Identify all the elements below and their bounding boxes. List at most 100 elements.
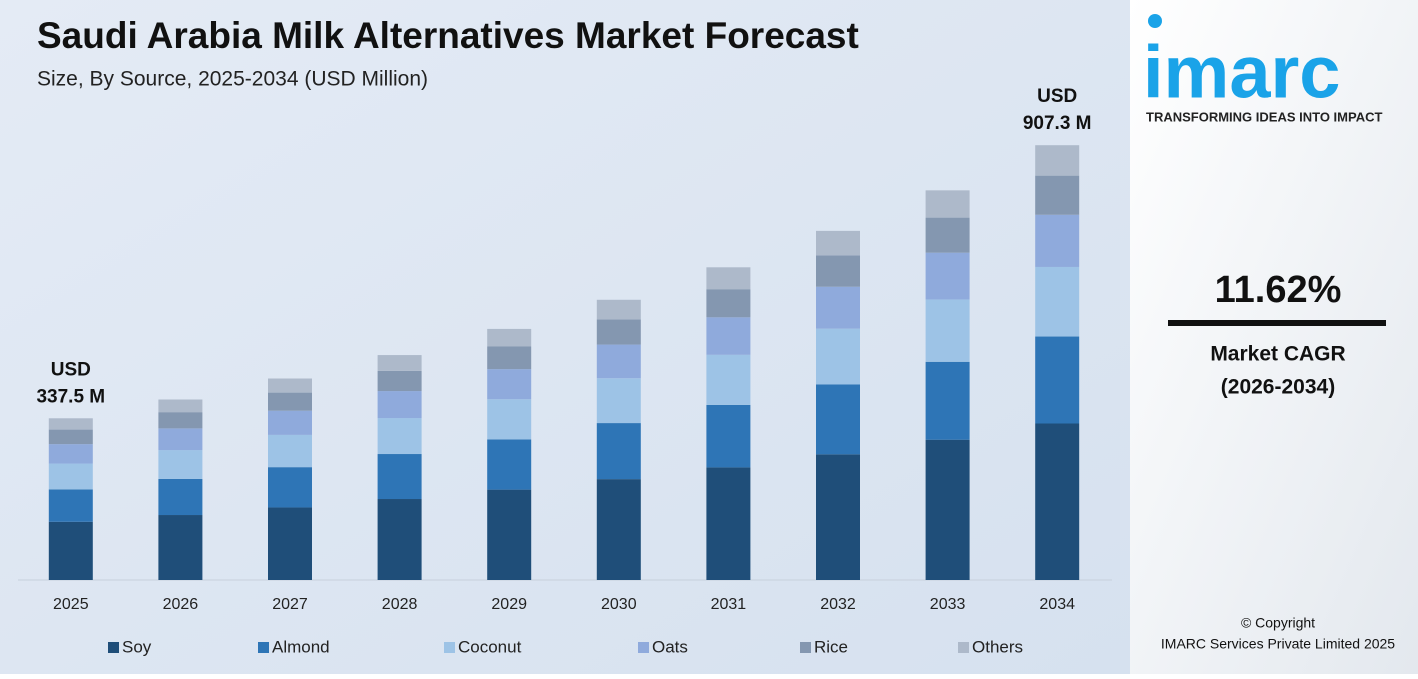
bar-segment	[1035, 145, 1080, 176]
total-label: 907.3 M	[1023, 113, 1092, 134]
legend: Soy Almond Coconut Oats Rice Others	[108, 637, 1023, 656]
bar-segment	[706, 267, 751, 290]
side-panel	[1130, 0, 1418, 674]
bar-segment	[596, 344, 641, 379]
bar-segment	[268, 467, 312, 508]
bar-segment	[925, 217, 970, 253]
legend-swatch	[108, 642, 119, 653]
total-label: 337.5 M	[36, 386, 105, 407]
bar-segment	[377, 499, 422, 580]
bar-segment	[377, 355, 422, 371]
bar-segment	[816, 384, 860, 455]
x-tick-label: 2027	[272, 596, 308, 613]
company: IMARC Services Private Limited 2025	[1161, 636, 1395, 652]
bar-segment	[158, 399, 203, 413]
bar-segment	[706, 404, 751, 468]
bar-segment	[48, 489, 93, 522]
bar-segment	[377, 454, 422, 500]
bar-segment	[487, 346, 532, 370]
bar-segment	[158, 515, 203, 580]
total-label: USD	[1037, 86, 1077, 107]
legend-swatch	[800, 642, 811, 653]
bar-segment	[487, 439, 532, 490]
bar-segment	[925, 190, 970, 218]
bar-segment	[706, 289, 751, 318]
bar-segment	[268, 434, 312, 468]
bar-segment	[1035, 423, 1080, 580]
cagr-period: (2026-2034)	[1221, 376, 1335, 399]
chart-subtitle: Size, By Source, 2025-2034 (USD Million)	[37, 68, 428, 91]
bar-segment	[48, 521, 93, 580]
bar-segment	[268, 410, 312, 435]
x-tick-label: 2033	[930, 596, 966, 613]
bar-segment	[816, 454, 860, 580]
bar-segment	[158, 412, 203, 429]
bar-segment	[596, 423, 641, 480]
bar-segment	[816, 230, 860, 256]
logo: imarc	[1143, 31, 1340, 114]
legend-label: Rice	[814, 637, 848, 656]
x-tick-label: 2026	[163, 596, 199, 613]
tagline: TRANSFORMING IDEAS INTO IMPACT	[1146, 109, 1382, 124]
bar-segment	[268, 507, 312, 580]
bar-segment	[1035, 175, 1080, 215]
bar-segment	[48, 418, 93, 430]
bar-segment	[596, 299, 641, 320]
bar-segment	[48, 444, 93, 464]
legend-label: Soy	[122, 637, 152, 656]
x-tick-label: 2029	[491, 596, 527, 613]
x-tick-label: 2032	[820, 596, 856, 613]
bar-segment	[706, 317, 751, 355]
bar-segment	[268, 392, 312, 411]
bar-segment	[158, 450, 203, 479]
legend-label: Oats	[652, 637, 688, 656]
bar-segment	[1035, 266, 1080, 337]
bar-segment	[487, 328, 532, 347]
bar-segment	[1035, 336, 1080, 424]
legend-label: Almond	[272, 637, 330, 656]
bar-segment	[596, 378, 641, 424]
logo-dot	[1148, 14, 1162, 28]
bar-segment	[596, 479, 641, 580]
bar-segment	[925, 439, 970, 580]
x-tick-label: 2031	[711, 596, 747, 613]
bar-segment	[1035, 214, 1080, 267]
bar-segment	[487, 369, 532, 400]
total-label: USD	[51, 359, 91, 380]
bar-segment	[706, 467, 751, 580]
legend-label: Others	[972, 637, 1023, 656]
copyright: © Copyright	[1241, 615, 1315, 631]
bar-segment	[377, 370, 422, 392]
cagr-rule	[1168, 320, 1386, 326]
cagr-label: Market CAGR	[1210, 343, 1345, 366]
bar-segment	[925, 361, 970, 440]
bar-segment	[816, 286, 860, 329]
bar-segment	[925, 299, 970, 362]
bar-segment	[487, 399, 532, 440]
bar-segment	[48, 429, 93, 445]
x-tick-label: 2028	[382, 596, 418, 613]
bar-segment	[706, 354, 751, 405]
legend-label: Coconut	[458, 637, 522, 656]
bar-segment	[158, 478, 203, 516]
bar-segment	[596, 319, 641, 345]
bar-segment	[816, 255, 860, 287]
x-tick-label: 2025	[53, 596, 89, 613]
legend-swatch	[258, 642, 269, 653]
bar-segment	[816, 328, 860, 385]
bar-segment	[377, 391, 422, 419]
legend-swatch	[638, 642, 649, 653]
bar-segment	[48, 463, 93, 490]
bar-segment	[925, 252, 970, 300]
bar-segment	[268, 378, 312, 393]
legend-swatch	[444, 642, 455, 653]
bar-segment	[377, 418, 422, 455]
cagr-value: 11.62%	[1215, 269, 1342, 311]
bar-segment	[487, 489, 532, 580]
x-tick-label: 2030	[601, 596, 637, 613]
chart-title: Saudi Arabia Milk Alternatives Market Fo…	[37, 15, 859, 56]
bar-segment	[158, 428, 203, 451]
x-tick-label: 2034	[1039, 596, 1075, 613]
plot: 2025 2026 2027 2028 2029 2030 2031 2032 2033 2034…	[36, 86, 1091, 613]
